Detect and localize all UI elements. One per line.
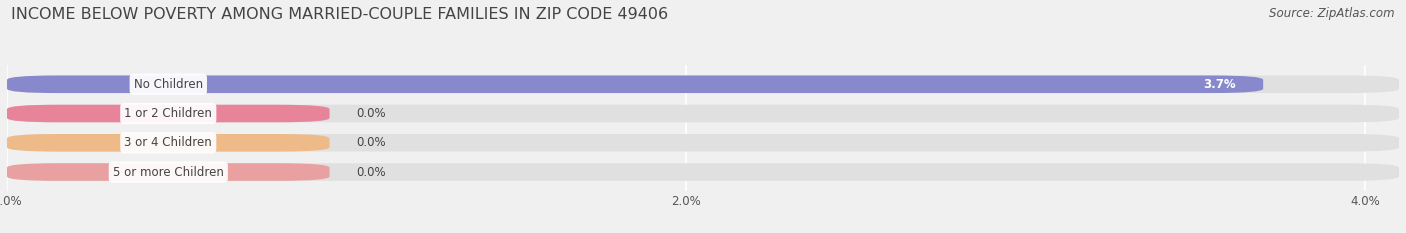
Text: 0.0%: 0.0%: [357, 136, 387, 149]
FancyBboxPatch shape: [7, 163, 329, 181]
FancyBboxPatch shape: [7, 105, 1399, 122]
Text: Source: ZipAtlas.com: Source: ZipAtlas.com: [1270, 7, 1395, 20]
FancyBboxPatch shape: [7, 105, 329, 122]
FancyBboxPatch shape: [7, 163, 1399, 181]
Text: No Children: No Children: [134, 78, 202, 91]
Text: INCOME BELOW POVERTY AMONG MARRIED-COUPLE FAMILIES IN ZIP CODE 49406: INCOME BELOW POVERTY AMONG MARRIED-COUPL…: [11, 7, 668, 22]
FancyBboxPatch shape: [7, 75, 1263, 93]
Text: 1 or 2 Children: 1 or 2 Children: [124, 107, 212, 120]
Text: 3 or 4 Children: 3 or 4 Children: [124, 136, 212, 149]
FancyBboxPatch shape: [7, 134, 329, 151]
FancyBboxPatch shape: [7, 75, 1399, 93]
Text: 3.7%: 3.7%: [1204, 78, 1236, 91]
Text: 0.0%: 0.0%: [357, 165, 387, 178]
Text: 0.0%: 0.0%: [357, 107, 387, 120]
Text: 5 or more Children: 5 or more Children: [112, 165, 224, 178]
FancyBboxPatch shape: [7, 134, 1399, 151]
